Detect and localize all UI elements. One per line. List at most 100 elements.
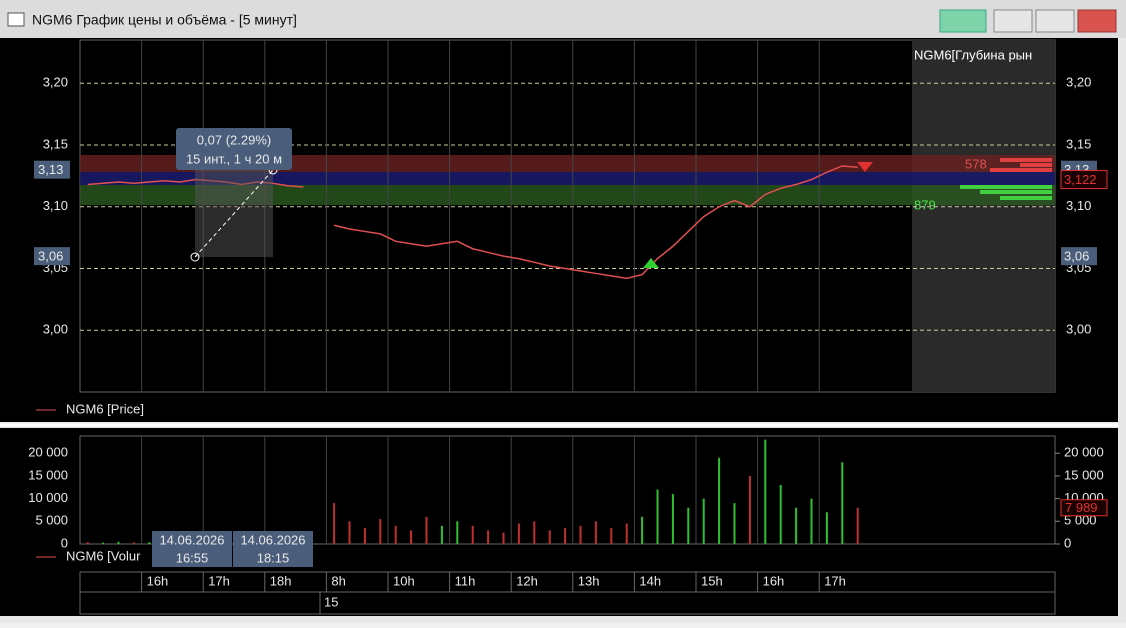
measure-tooltip: [176, 128, 292, 170]
measure-span: 15 инт., 1 ч 20 м: [186, 151, 282, 166]
volume-bar: [764, 439, 767, 544]
y2-tick-label: 3,10: [1066, 198, 1091, 213]
price-label: 3,122: [1064, 172, 1097, 187]
x-tick-label: 15h: [701, 573, 723, 588]
date-label: 15: [324, 594, 338, 609]
cursor-box: [233, 531, 313, 567]
legend-label: NGM6 [Volur: [66, 548, 141, 563]
volume-bar: [841, 462, 844, 544]
price-label-box: [34, 160, 70, 179]
x-tick-label: 14h: [639, 573, 661, 588]
measure-line: [194, 169, 274, 258]
bid-volume: 879: [914, 197, 936, 212]
price-label: 3,13: [38, 162, 63, 177]
volume-bar: [610, 528, 613, 544]
volume-bar: [363, 528, 366, 544]
ask-band: [80, 155, 1055, 172]
close-button[interactable]: [1077, 9, 1117, 33]
volume-bar: [748, 475, 751, 544]
price-label-box: [1060, 170, 1108, 190]
y2-tick-label: 20 000: [1064, 445, 1104, 460]
window-icon: [7, 12, 25, 27]
volume-bar: [548, 530, 551, 544]
volume-bar: [333, 503, 336, 544]
volume-bar: [394, 525, 397, 544]
x-tick-label: 16h: [763, 573, 785, 588]
volume-bar: [132, 542, 135, 544]
bid-level: [960, 185, 1052, 189]
minimize-button[interactable]: [993, 9, 1033, 33]
sell-signal: [857, 162, 873, 172]
x-tick-label: 10h: [393, 573, 415, 588]
ask-level: [990, 168, 1052, 172]
depth-title: NGM6[Глубина рын: [914, 47, 1032, 62]
bid-level: [980, 190, 1052, 194]
volume-bar: [733, 503, 736, 544]
cursor-date: 14.06.2026: [240, 532, 305, 547]
volume-bar: [517, 523, 520, 544]
volume-bar: [533, 521, 536, 544]
volume-bar: [718, 457, 721, 544]
last-value-box: [1060, 499, 1108, 517]
y-tick-label: 10 000: [28, 490, 68, 505]
measure-area: [195, 168, 273, 257]
legend-label: NGM6 [Price]: [66, 401, 144, 416]
volume-bar: [348, 521, 351, 544]
price-label: 3,06: [38, 249, 63, 264]
price-label: 3,06: [1064, 249, 1089, 264]
volume-bar: [671, 494, 674, 544]
volume-bar: [440, 525, 443, 544]
cursor-box: [152, 531, 232, 567]
volume-bar: [641, 516, 644, 544]
y-tick-label: 5 000: [35, 513, 68, 528]
volume-bar: [825, 512, 828, 544]
measure-change: 0,07 (2.29%): [197, 132, 271, 147]
volume-bar: [86, 542, 89, 544]
bid-band: [80, 185, 1055, 205]
buy-signal: [643, 258, 659, 268]
title-bar: [0, 0, 1126, 38]
depth-histogram: [960, 158, 1052, 200]
x-tick-label: 8h: [331, 573, 345, 588]
volume-bar: [810, 498, 813, 544]
cursor-time: 16:55: [176, 550, 209, 565]
y-tick-label: 20 000: [28, 445, 68, 460]
link-button[interactable]: [939, 9, 987, 33]
x-tick-label: 17h: [208, 573, 230, 588]
bid-level: [1000, 196, 1052, 200]
volume-bar: [702, 498, 705, 544]
volume-bar: [148, 542, 151, 544]
y-tick-label: 3,10: [43, 198, 68, 213]
volume-bar: [471, 525, 474, 544]
x-tick-label: 18h: [270, 573, 292, 588]
cursor-tooltip: 14.06.2026 16:55 14.06.2026 18:15: [152, 531, 313, 567]
volume-bar: [379, 519, 382, 544]
maximize-button[interactable]: [1035, 9, 1075, 33]
window-title: NGM6 График цены и объёма - [5 минут]: [32, 12, 297, 28]
y2-tick-label: 3,00: [1066, 322, 1091, 337]
x-tick-label: 11h: [455, 573, 476, 588]
volume-bar: [117, 541, 120, 544]
y2-tick-label: 5 000: [1064, 513, 1097, 528]
x-tick-label: 12h: [516, 573, 538, 588]
volume-bar: [456, 521, 459, 544]
time-axis-panel: [0, 570, 1118, 616]
spread-band: [80, 172, 1055, 185]
volume-bar: [102, 542, 105, 544]
y-tick-label: 3,15: [43, 136, 68, 151]
volume-bar: [410, 530, 413, 544]
x-tick-label: 17h: [824, 573, 846, 588]
measure-point: [190, 252, 200, 262]
volume-bar: [856, 507, 859, 544]
volume-bar: [594, 521, 597, 544]
price-label-box: [1061, 247, 1097, 266]
volume-bar: [625, 523, 628, 544]
price-label-box: [34, 247, 70, 266]
y2-tick-label: 3,20: [1066, 75, 1091, 90]
volume-bar: [687, 507, 690, 544]
x-tick-label: 13h: [578, 573, 600, 588]
volume-bar: [779, 485, 782, 544]
volume-bar: [425, 516, 428, 544]
ask-level: [1000, 158, 1052, 162]
last-value-label: 7 989: [1065, 500, 1098, 515]
